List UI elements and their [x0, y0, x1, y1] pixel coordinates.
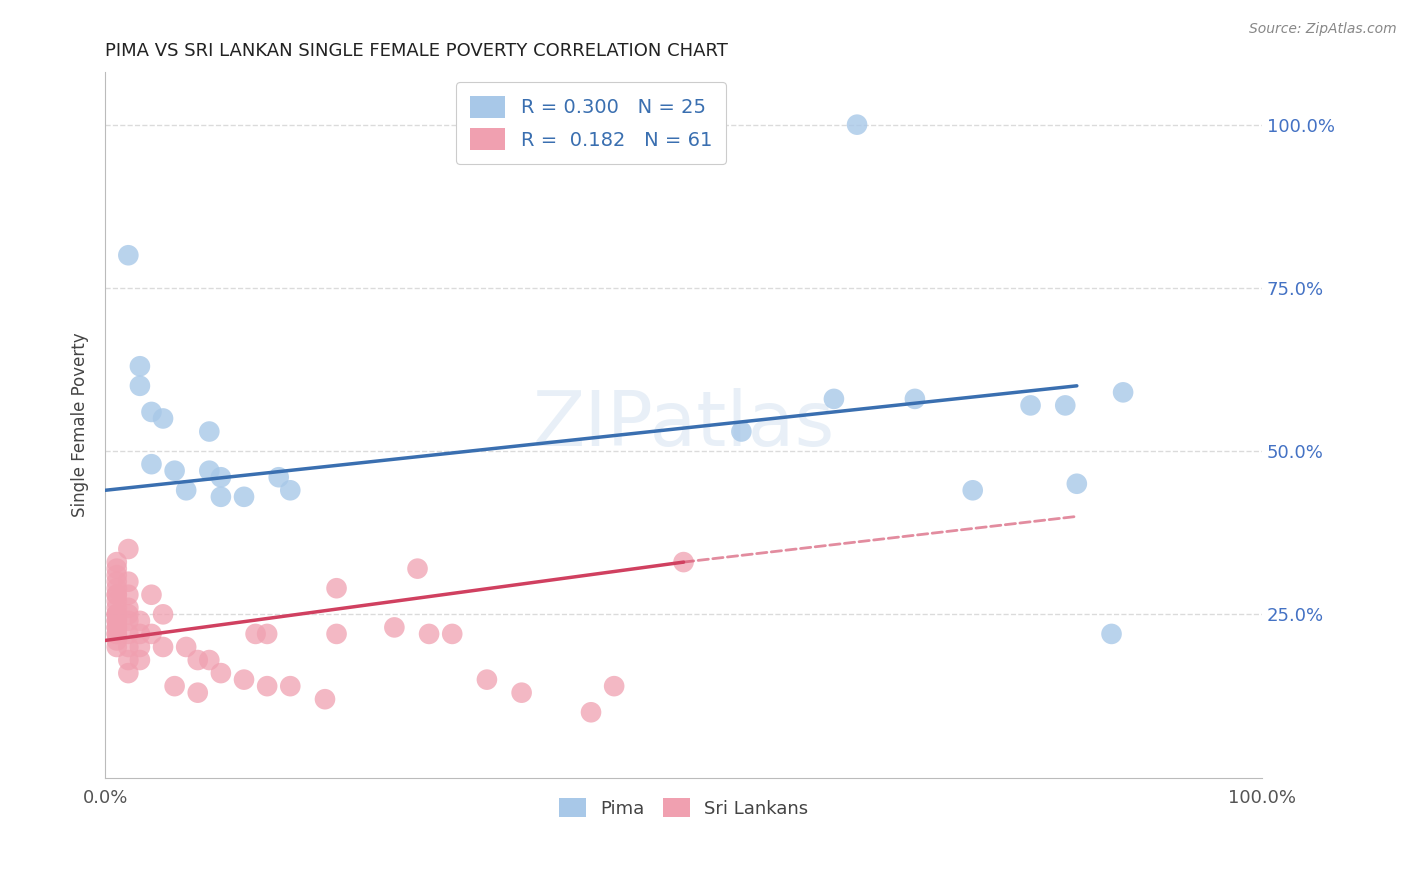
Point [105, 561, 128, 575]
Point [962, 483, 984, 498]
Point [129, 359, 152, 374]
Point [105, 627, 128, 641]
Point [209, 666, 232, 681]
Point [233, 490, 256, 504]
Point [129, 379, 152, 393]
Point [198, 425, 221, 439]
Point [846, 118, 869, 132]
Point [105, 600, 128, 615]
Point [117, 640, 139, 654]
Point [325, 581, 347, 595]
Point [209, 470, 232, 484]
Point [141, 627, 163, 641]
Point [105, 620, 128, 634]
Text: PIMA VS SRI LANKAN SINGLE FEMALE POVERTY CORRELATION CHART: PIMA VS SRI LANKAN SINGLE FEMALE POVERTY… [105, 42, 728, 60]
Point [187, 686, 209, 700]
Point [141, 457, 163, 471]
Point [510, 686, 533, 700]
Point [105, 620, 128, 634]
Point [174, 640, 197, 654]
Point [105, 640, 128, 654]
Point [117, 600, 139, 615]
Point [256, 679, 278, 693]
Point [1019, 398, 1042, 412]
Point [152, 607, 174, 622]
Point [117, 248, 139, 262]
Point [105, 607, 128, 622]
Point [163, 464, 186, 478]
Point [129, 627, 152, 641]
Point [233, 673, 256, 687]
Point [105, 581, 128, 595]
Point [105, 555, 128, 569]
Point [1054, 398, 1077, 412]
Point [105, 614, 128, 628]
Text: Source: ZipAtlas.com: Source: ZipAtlas.com [1249, 22, 1396, 37]
Point [730, 425, 752, 439]
Point [129, 614, 152, 628]
Point [105, 574, 128, 589]
Point [117, 614, 139, 628]
Point [105, 568, 128, 582]
Point [141, 588, 163, 602]
Point [117, 542, 139, 557]
Point [117, 574, 139, 589]
Point [278, 483, 301, 498]
Point [129, 653, 152, 667]
Point [117, 607, 139, 622]
Point [152, 640, 174, 654]
Point [105, 607, 128, 622]
Point [163, 679, 186, 693]
Point [105, 627, 128, 641]
Point [1101, 627, 1123, 641]
Point [105, 614, 128, 628]
Point [1066, 476, 1088, 491]
Point [105, 607, 128, 622]
Point [129, 640, 152, 654]
Point [384, 620, 406, 634]
Point [256, 627, 278, 641]
Point [209, 490, 232, 504]
Point [441, 627, 464, 641]
Point [278, 679, 301, 693]
Point [187, 653, 209, 667]
Point [904, 392, 927, 406]
Point [105, 588, 128, 602]
Point [105, 633, 128, 648]
Point [1112, 385, 1135, 400]
Point [105, 594, 128, 608]
Point [418, 627, 440, 641]
Point [117, 627, 139, 641]
Point [314, 692, 336, 706]
Point [105, 588, 128, 602]
Point [141, 405, 163, 419]
Point [325, 627, 347, 641]
Point [117, 653, 139, 667]
Point [406, 561, 429, 575]
Legend: Pima, Sri Lankans: Pima, Sri Lankans [551, 791, 815, 825]
Point [672, 555, 695, 569]
Text: ZIPatlas: ZIPatlas [533, 388, 835, 462]
Point [579, 706, 602, 720]
Point [117, 666, 139, 681]
Point [198, 653, 221, 667]
Point [174, 483, 197, 498]
Point [823, 392, 845, 406]
Y-axis label: Single Female Poverty: Single Female Poverty [72, 333, 89, 517]
Point [267, 470, 290, 484]
Point [117, 588, 139, 602]
Point [245, 627, 267, 641]
Point [475, 673, 498, 687]
Point [603, 679, 626, 693]
Point [152, 411, 174, 425]
Point [198, 464, 221, 478]
